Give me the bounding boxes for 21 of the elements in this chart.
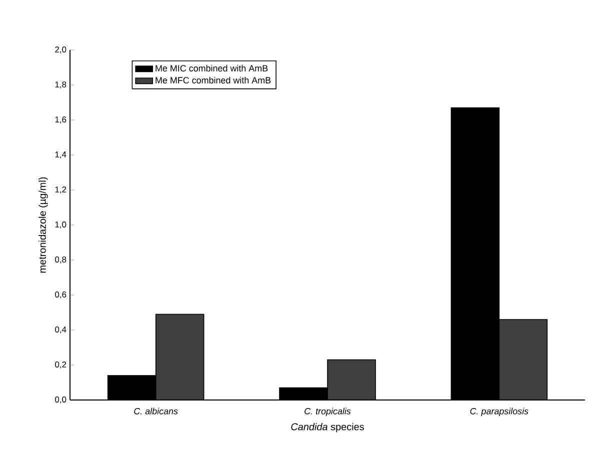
y-tick-label: 2,0 — [55, 46, 66, 54]
y-tick-label: 0,2 — [55, 362, 66, 368]
bar — [155, 314, 204, 400]
y-tick-label: 0,6 — [55, 292, 66, 298]
y-tick-label: 0,4 — [55, 326, 66, 334]
y-tick-label: 0,8 — [55, 256, 66, 264]
y-tick-label: 1,6 — [55, 116, 66, 124]
x-tick-label: C. tropicalis — [304, 408, 351, 416]
x-axis-title: Candida species — [291, 422, 364, 432]
y-tick-label: 1,8 — [55, 82, 66, 88]
bar — [327, 359, 376, 400]
y-tick-label: 1,0 — [55, 222, 66, 228]
legend-label: Me MIC combined with AmB — [156, 64, 268, 72]
x-tick-label: C. parapsilosis — [470, 408, 528, 416]
legend-label: Me MFC combined with AmB — [156, 76, 271, 84]
y-axis-title: metronidazole (µg/ml) — [38, 177, 48, 273]
y-tick-label: 1,4 — [55, 152, 66, 158]
y-tick-label: 0,0 — [55, 396, 66, 404]
x-tick-label: C. albicans — [134, 408, 178, 414]
bar — [498, 319, 548, 400]
y-tick-label: 1,2 — [55, 186, 66, 194]
